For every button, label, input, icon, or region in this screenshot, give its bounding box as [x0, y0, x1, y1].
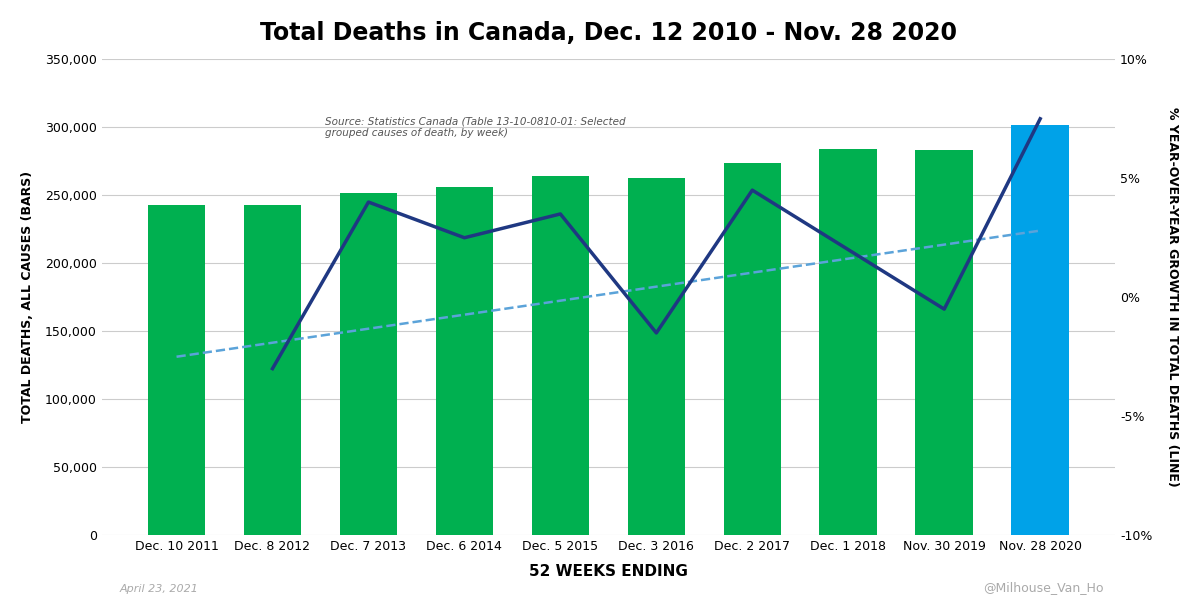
Bar	[244, 205, 301, 535]
Bar	[340, 193, 397, 535]
Bar	[1012, 125, 1069, 535]
Text: Source: Statistics Canada (Table 13-10-0810-01: Selected
grouped causes of death: Source: Statistics Canada (Table 13-10-0…	[325, 116, 625, 138]
Y-axis label: TOTAL DEATHS, ALL CAUSES (BARS): TOTAL DEATHS, ALL CAUSES (BARS)	[20, 171, 34, 423]
Bar	[628, 178, 685, 535]
Text: @Milhouse_Van_Ho: @Milhouse_Van_Ho	[984, 581, 1104, 594]
Bar	[724, 163, 781, 535]
X-axis label: 52 WEEKS ENDING: 52 WEEKS ENDING	[529, 564, 688, 579]
Y-axis label: % YEAR-OVER-YEAR GROWTH IN TOTAL DEATHS (LINE): % YEAR-OVER-YEAR GROWTH IN TOTAL DEATHS …	[1166, 107, 1180, 487]
Bar	[148, 205, 205, 535]
Bar	[820, 149, 877, 535]
Title: Total Deaths in Canada, Dec. 12 2010 - Nov. 28 2020: Total Deaths in Canada, Dec. 12 2010 - N…	[260, 21, 956, 45]
Bar	[436, 187, 493, 535]
Bar	[532, 176, 589, 535]
Bar	[916, 151, 973, 535]
Text: April 23, 2021: April 23, 2021	[120, 584, 199, 594]
